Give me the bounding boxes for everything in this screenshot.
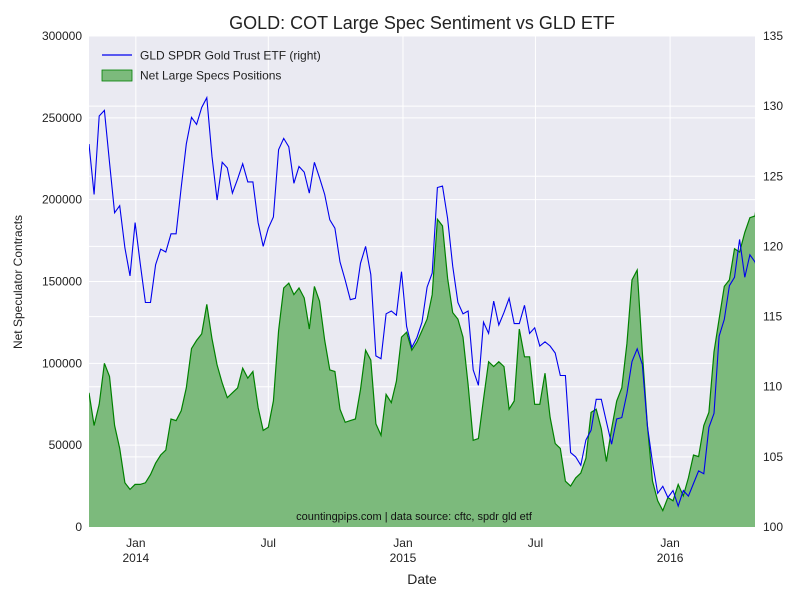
y-right-tick-label: 105 [763,450,783,464]
specs-area-fill [89,216,755,527]
y-right-tick-label: 130 [763,99,783,113]
y-right-tick-label: 110 [763,380,782,394]
y-left-tick-label: 250000 [42,111,82,125]
etf-price-line [89,95,755,508]
series-clip-group [89,95,755,527]
x-tick-label: Jan [660,536,679,550]
x-tick-year-label: 2015 [390,551,417,565]
x-tick-label: Jul [528,536,543,550]
y-right-tick-label: 135 [763,29,783,43]
y-right-tick-label: 115 [763,310,782,324]
y-right-tick-label: 125 [763,169,783,183]
y-right-tick-label: 120 [763,239,783,253]
y-left-axis-ticks: 0 50000 100000 150000 200000 250000 300000 [42,29,82,534]
x-tick-label: Jan [126,536,145,550]
x-tick-year-label: 2014 [122,551,149,565]
legend: GLD SPDR Gold Trust ETF (right) Net Larg… [101,49,321,83]
y-right-tick-label: 100 [763,520,783,534]
chart-title: GOLD: COT Large Spec Sentiment vs GLD ET… [229,13,615,33]
legend-label-specs: Net Large Specs Positions [140,69,281,83]
legend-swatch-specs [101,69,133,82]
y-left-tick-label: 0 [75,520,82,534]
y-left-tick-label: 150000 [42,275,82,289]
x-tick-year-label: 2016 [657,551,684,565]
y-left-tick-label: 300000 [42,29,82,43]
x-axis-label: Date [407,571,437,587]
legend-label-etf: GLD SPDR Gold Trust ETF (right) [140,49,321,63]
x-tick-label: Jan [393,536,412,550]
x-tick-label: Jul [261,536,276,550]
y-left-tick-label: 100000 [42,356,82,370]
series-layer [89,95,755,527]
y-right-axis-ticks: 100 105 110 115 120 125 130 135 [763,29,783,534]
y-left-tick-label: 200000 [42,193,82,207]
y-left-tick-label: 50000 [49,438,83,452]
y-axis-label: Net Speculator Contracts [11,215,25,349]
source-annotation: countingpips.com | data source: cftc, sp… [296,511,533,523]
